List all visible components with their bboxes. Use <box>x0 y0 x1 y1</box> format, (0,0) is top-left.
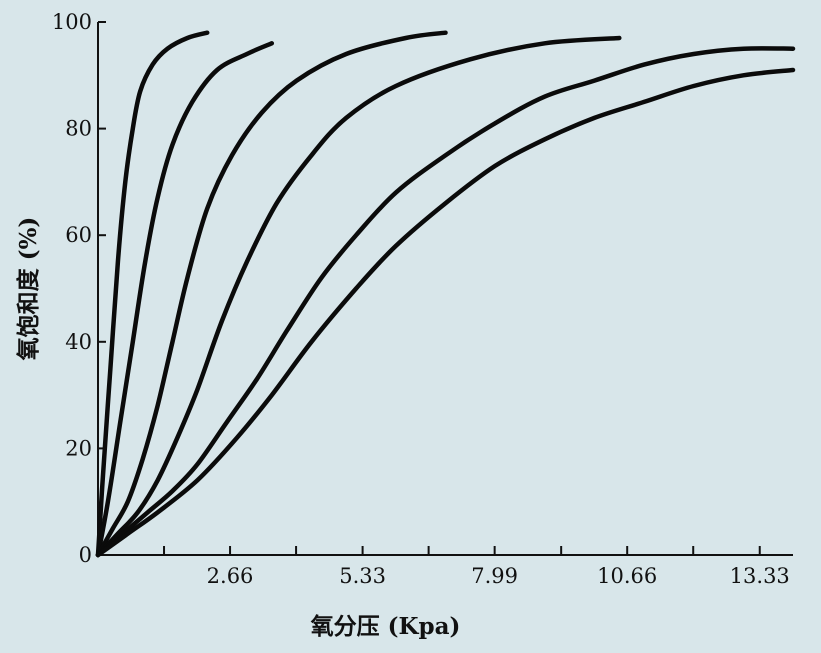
axes <box>97 22 793 556</box>
y-tick-label: 80 <box>65 117 92 141</box>
y-tick-label: 0 <box>79 543 92 567</box>
y-tick-label: 60 <box>65 223 92 247</box>
curve-3 <box>95 30 448 558</box>
curve-1 <box>95 30 210 558</box>
x-tick-label: 2.66 <box>207 564 254 588</box>
x-tick-label: 5.33 <box>339 564 386 588</box>
y-axis-title: 氧饱和度 (%) <box>15 217 42 362</box>
y-ticks: 0 20 40 60 80 100 <box>52 10 106 567</box>
x-tick-label: 7.99 <box>471 564 518 588</box>
curves <box>95 30 796 558</box>
y-tick-label: 20 <box>65 436 92 460</box>
x-ticks: 2.66 5.33 7.99 10.66 13.33 <box>163 546 790 588</box>
x-tick-label: 13.33 <box>730 564 790 588</box>
x-tick-label: 10.66 <box>597 564 657 588</box>
curve-4 <box>95 35 622 558</box>
curve-5 <box>95 46 796 558</box>
x-axis-title: 氧分压 (Kpa) <box>310 613 461 640</box>
y-tick-label: 40 <box>65 330 92 354</box>
y-tick-label: 100 <box>52 10 92 34</box>
curve-2 <box>95 41 275 558</box>
curve-6 <box>95 67 796 558</box>
